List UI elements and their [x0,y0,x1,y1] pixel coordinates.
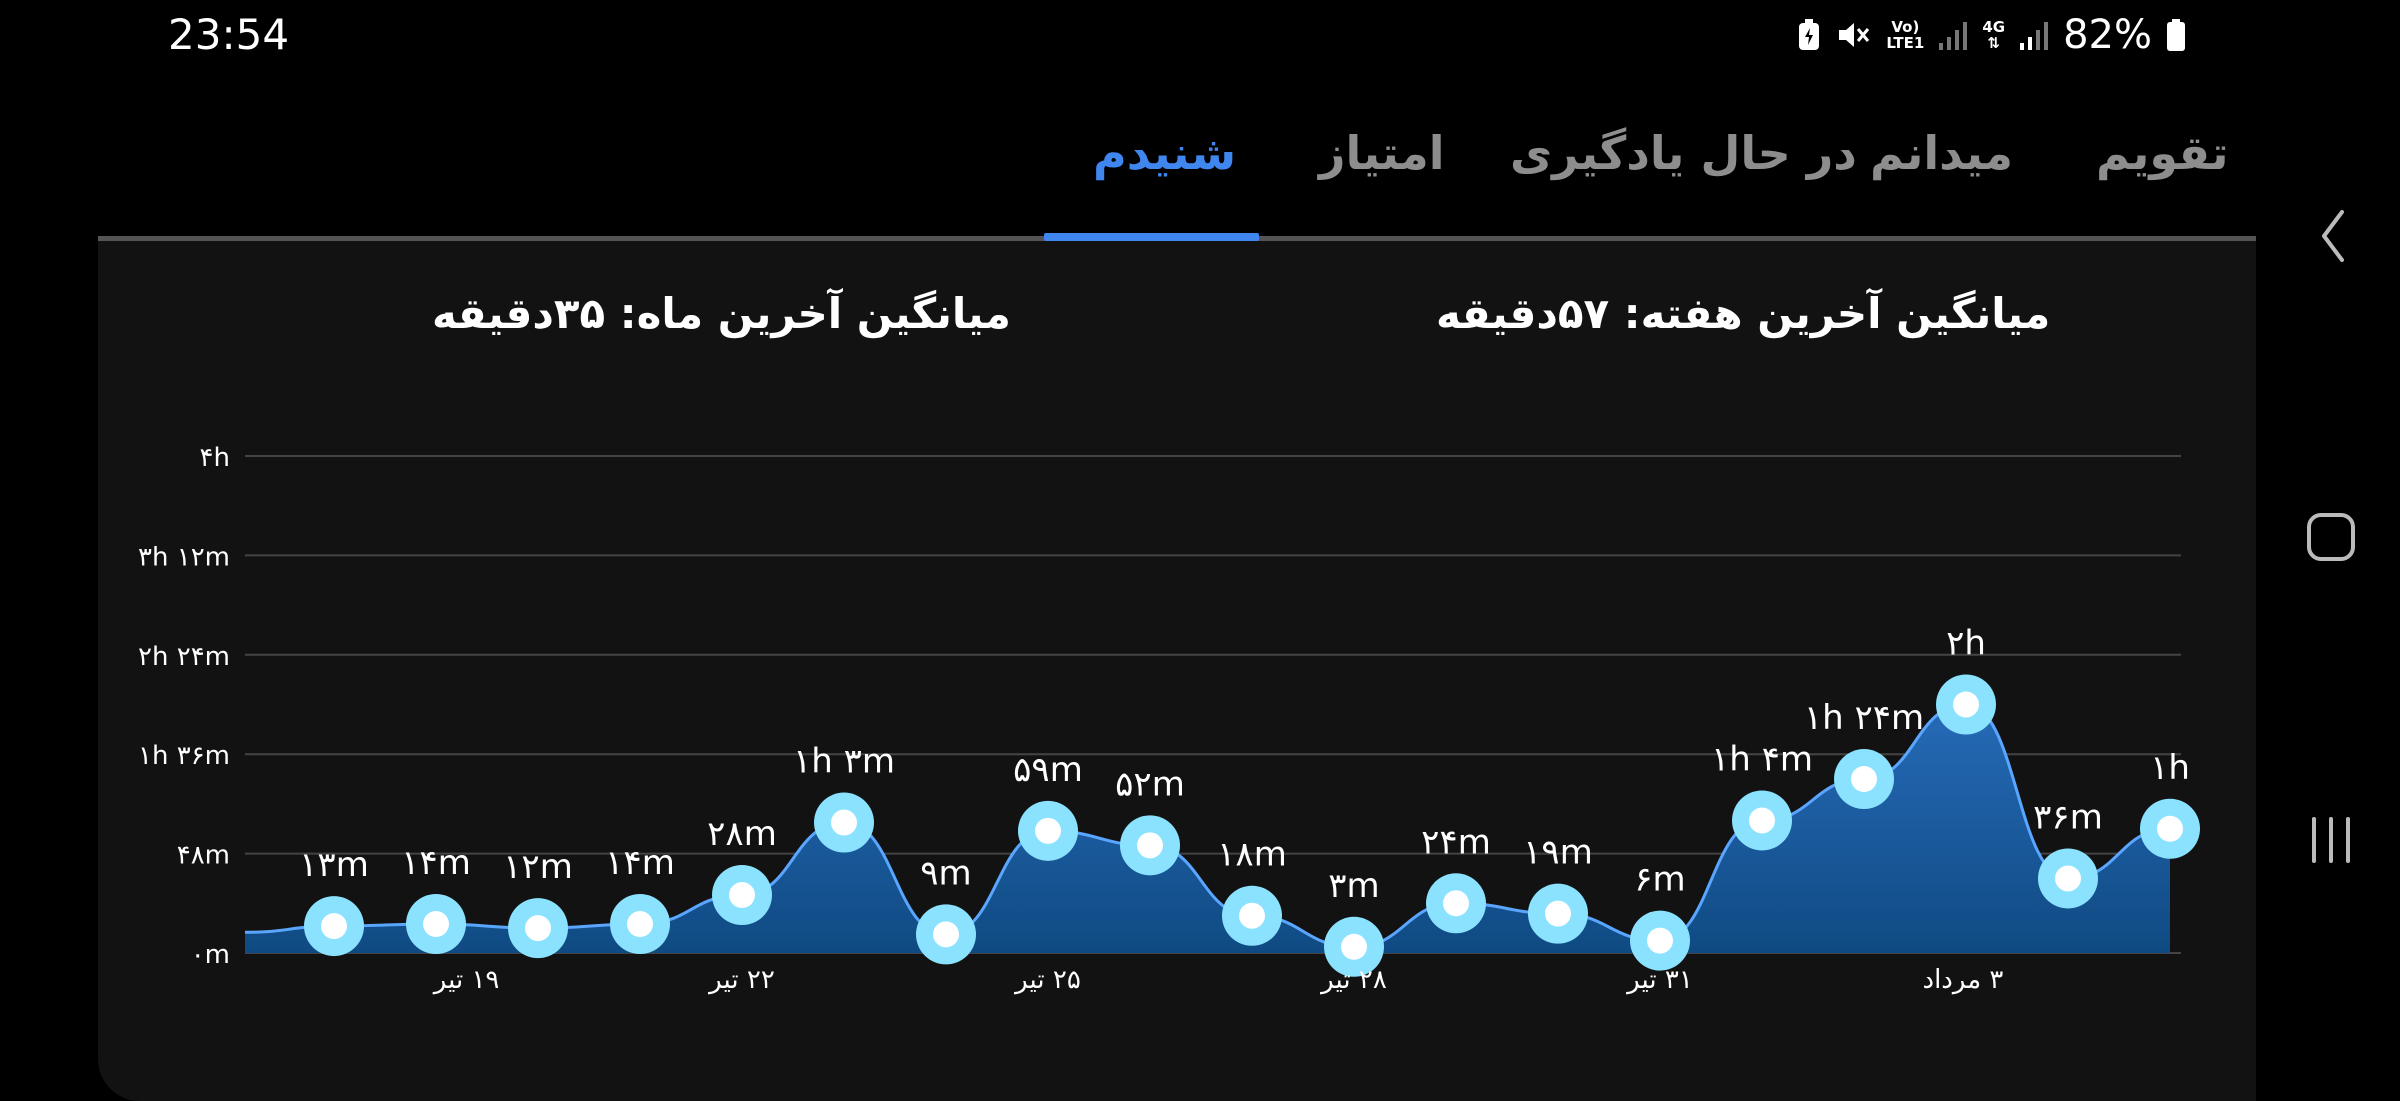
y-tick-label: ۲h ۲۴m [138,642,230,672]
month-average: میانگین آخرین ماه: ۳۵دقیقه [432,289,1011,338]
data-point-center [1239,902,1265,929]
data-label: ۱۲m [503,847,573,887]
data-point-center [1035,817,1061,844]
x-tick-label: ۱۹ تیر [432,965,500,995]
battery-saver-icon [1799,19,1820,50]
data-point-center [321,913,347,940]
data-point-center [729,882,755,909]
mute-icon [1839,23,1870,47]
home-icon[interactable] [2306,512,2356,562]
data-point-center [831,809,857,836]
data-point-center [627,911,653,938]
stats-card: میانگین آخرین هفته: ۵۷دقیقه میانگین آخری… [98,241,2256,1101]
tab-calendar[interactable]: تقویم [2096,126,2229,180]
data-label: ۱۳m [299,845,369,885]
tab-known[interactable]: میدانم [1870,126,2013,180]
active-tab-indicator [1044,233,1259,241]
data-label: ۲h [1946,624,1986,664]
back-icon[interactable] [2318,208,2348,264]
data-label: ۲۸m [707,814,777,854]
data-label: ۱۸m [1217,835,1287,875]
data-point-center [1341,933,1367,960]
data-label: ۲۴m [1421,822,1491,862]
data-arrows: ⇅ [1987,34,2000,52]
status-bar: 23:54 Vo) LTE1 4G ⇅ [0,0,2400,72]
x-tick-label: ۳ مرداد [1922,965,2003,995]
signal-icon [2020,22,2049,50]
data-label: ۱h [2150,748,2190,788]
volte-icon: Vo) LTE1 [1886,19,1924,51]
status-icons: Vo) LTE1 4G ⇅ 82% [1796,12,2186,58]
data-point-center [1749,807,1775,834]
data-point-center [1953,691,1979,718]
y-tick-label: ۰m [191,940,230,970]
data-label: ۳۶m [2033,797,2103,837]
week-average: میانگین آخرین هفته: ۵۷دقیقه [1436,289,2051,338]
data-point-center [1443,890,1469,917]
data-point-center [1851,766,1877,793]
y-tick-label: ۳h ۱۲m [138,542,230,572]
battery-percent: 82% [2063,12,2152,58]
tab-bar: تقویم میدانم در حال یادگیری امتیاز شنیدم [98,96,2256,244]
x-tick-label: ۳۱ تیر [1625,965,1693,995]
x-tick-label: ۲۲ تیر [707,965,775,995]
data-label: ۱h ۲۴m [1804,698,1924,738]
tab-learning[interactable]: در حال یادگیری [1510,126,1857,180]
data-point-center [1545,900,1571,927]
data-point-center [525,915,551,942]
x-tick-label: ۲۸ تیر [1319,965,1387,995]
data-point-center [423,911,449,938]
data-label: ۱۹m [1523,833,1593,873]
lte-label: LTE1 [1886,34,1925,52]
data-point-center [1647,927,1673,954]
volte-label: Vo) [1891,18,1920,36]
x-tick-label: ۲۵ تیر [1013,965,1081,995]
data-label: ۵۲m [1115,764,1185,804]
data-point-center [2157,815,2183,842]
data-label: ۳m [1328,866,1379,906]
4g-icon: 4G ⇅ [1982,19,2005,51]
data-label: ۵۹m [1013,750,1083,790]
signal-icon [1939,22,1968,50]
battery-icon [2167,19,2185,51]
data-label: ۱۴m [401,843,471,883]
recent-apps-icon[interactable] [2308,815,2354,865]
data-label: ۱h ۳m [793,742,895,782]
data-point-center [2055,865,2081,892]
tab-score[interactable]: امتیاز [1319,126,1445,180]
data-label: ۱۴m [605,843,675,883]
data-label: ۹m [920,853,971,893]
data-point-center [1137,832,1163,859]
tab-heard[interactable]: شنیدم [1093,126,1237,180]
data-label: ۱h ۴m [1711,739,1813,779]
y-tick-label: ۴h [200,443,230,473]
status-time: 23:54 [168,10,290,59]
y-tick-label: ۱h ۳۶m [138,741,230,771]
system-nav-bar [2256,0,2400,1080]
y-tick-label: ۴۸m [177,841,230,871]
4g-label: 4G [1982,18,2006,36]
data-point-center [933,921,959,948]
data-label: ۶m [1634,860,1685,900]
